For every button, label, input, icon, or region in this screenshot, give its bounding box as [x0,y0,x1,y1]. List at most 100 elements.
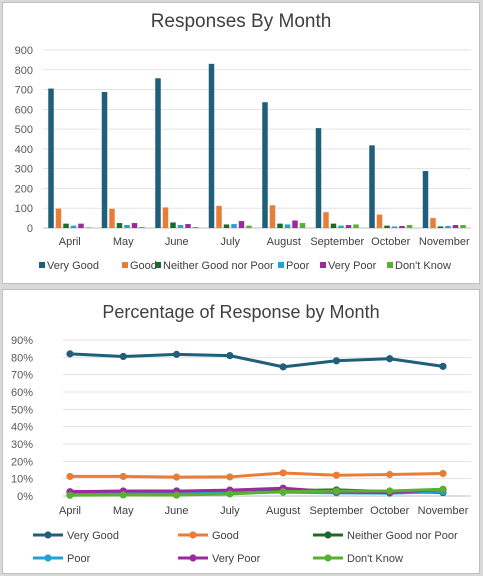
legend-swatch [320,262,326,268]
data-point [279,488,287,496]
y-tick-label: 0 [27,223,33,235]
x-tick-label: October [370,505,409,517]
bar [406,225,413,228]
bar [430,218,436,228]
data-point [66,491,74,499]
y-tick-label: 70% [11,370,33,382]
y-tick-label: 40% [11,422,33,434]
legend-swatch [278,262,284,268]
series-line [69,352,444,369]
x-tick-label: April [59,236,81,248]
bar [299,223,306,228]
data-point [119,491,127,499]
x-tick-label: June [165,505,189,517]
data-point [386,355,394,363]
y-tick-label: 600 [15,104,33,116]
bar [452,225,459,228]
bar [238,221,245,228]
legend-label: Neither Good nor Poor [163,260,274,272]
x-tick-label: September [310,236,364,248]
bar [101,91,108,228]
x-tick-label: July [220,505,240,517]
bar [78,223,84,228]
y-tick-label: 500 [15,124,33,136]
x-tick-label: May [113,236,134,248]
data-point [226,490,234,498]
data-point [332,487,341,495]
bar [460,225,466,228]
data-point [172,491,181,499]
data-point [332,471,341,479]
bar [70,225,77,228]
bar [422,171,429,228]
y-tick-label: 80% [11,352,33,364]
bar [170,222,176,228]
bar [345,225,352,228]
bar [384,225,390,228]
legend-label: Good [130,260,157,272]
data-point [226,473,234,481]
chart-title: Responses By Month [150,11,332,32]
y-tick-label: 900 [15,45,33,57]
bar [262,102,268,228]
data-point [279,363,287,371]
bar [445,226,451,228]
legend-label: Poor [67,553,91,565]
x-tick-label: September [310,505,364,517]
data-point [332,357,341,365]
bar-chart: 0 100 200 300 400 500 600 700 800 900 April May June… [15,45,471,272]
x-tick-label: August [267,236,301,248]
x-tick-label: May [113,505,134,517]
x-tick-label: October [371,236,410,248]
bar [323,212,329,228]
bar [208,63,215,228]
bar [155,78,161,228]
y-tick-label: 50% [11,404,33,416]
bar [131,223,138,228]
x-tick-label: July [220,236,240,248]
x-tick-label: August [266,505,300,517]
y-tick-label: 300 [15,164,33,176]
legend-swatch [155,262,161,268]
bar [109,208,115,228]
data-point [386,487,394,495]
y-tick-label: 200 [15,183,33,195]
bar [391,226,398,228]
x-tick-label: April [59,505,81,517]
legend-swatch [387,262,393,268]
bar [292,220,298,228]
bar [55,208,62,228]
y-tick-label: 100 [15,203,33,215]
bar [330,223,337,228]
y-tick-label: 90% [11,335,33,347]
x-tick-label: June [165,236,189,248]
bar [116,223,123,228]
bar [369,145,375,228]
series-line [70,471,444,479]
legend-label: Very Good [67,530,119,542]
legend-marker [44,554,52,562]
bar [353,224,359,228]
legend-label: Good [212,530,239,542]
legend-marker [324,554,332,562]
y-tick-label: 10% [11,474,33,486]
legend-marker [189,531,197,539]
data-point [119,472,127,481]
bar [177,225,184,228]
responses-by-month-panel: Responses By Month 0 100 200 300 400 500 600 70… [2,2,480,284]
bar [216,205,222,228]
legend-label: Don't Know [347,553,403,565]
legend-label: Don't Know [395,260,451,272]
x-tick-label: November [418,505,469,517]
bar [399,226,405,228]
legend-label: Very Poor [212,553,261,565]
bar [338,225,344,228]
bar [277,223,283,228]
percentage-by-month-panel: Percentage of Response by Month 0% 10% 20%… [2,289,480,574]
y-tick-label: 20% [11,456,33,468]
data-point [66,472,74,481]
data-point [386,470,394,479]
legend-label: Neither Good nor Poor [347,530,458,542]
data-point [172,473,181,481]
y-tick-label: 700 [15,85,33,97]
